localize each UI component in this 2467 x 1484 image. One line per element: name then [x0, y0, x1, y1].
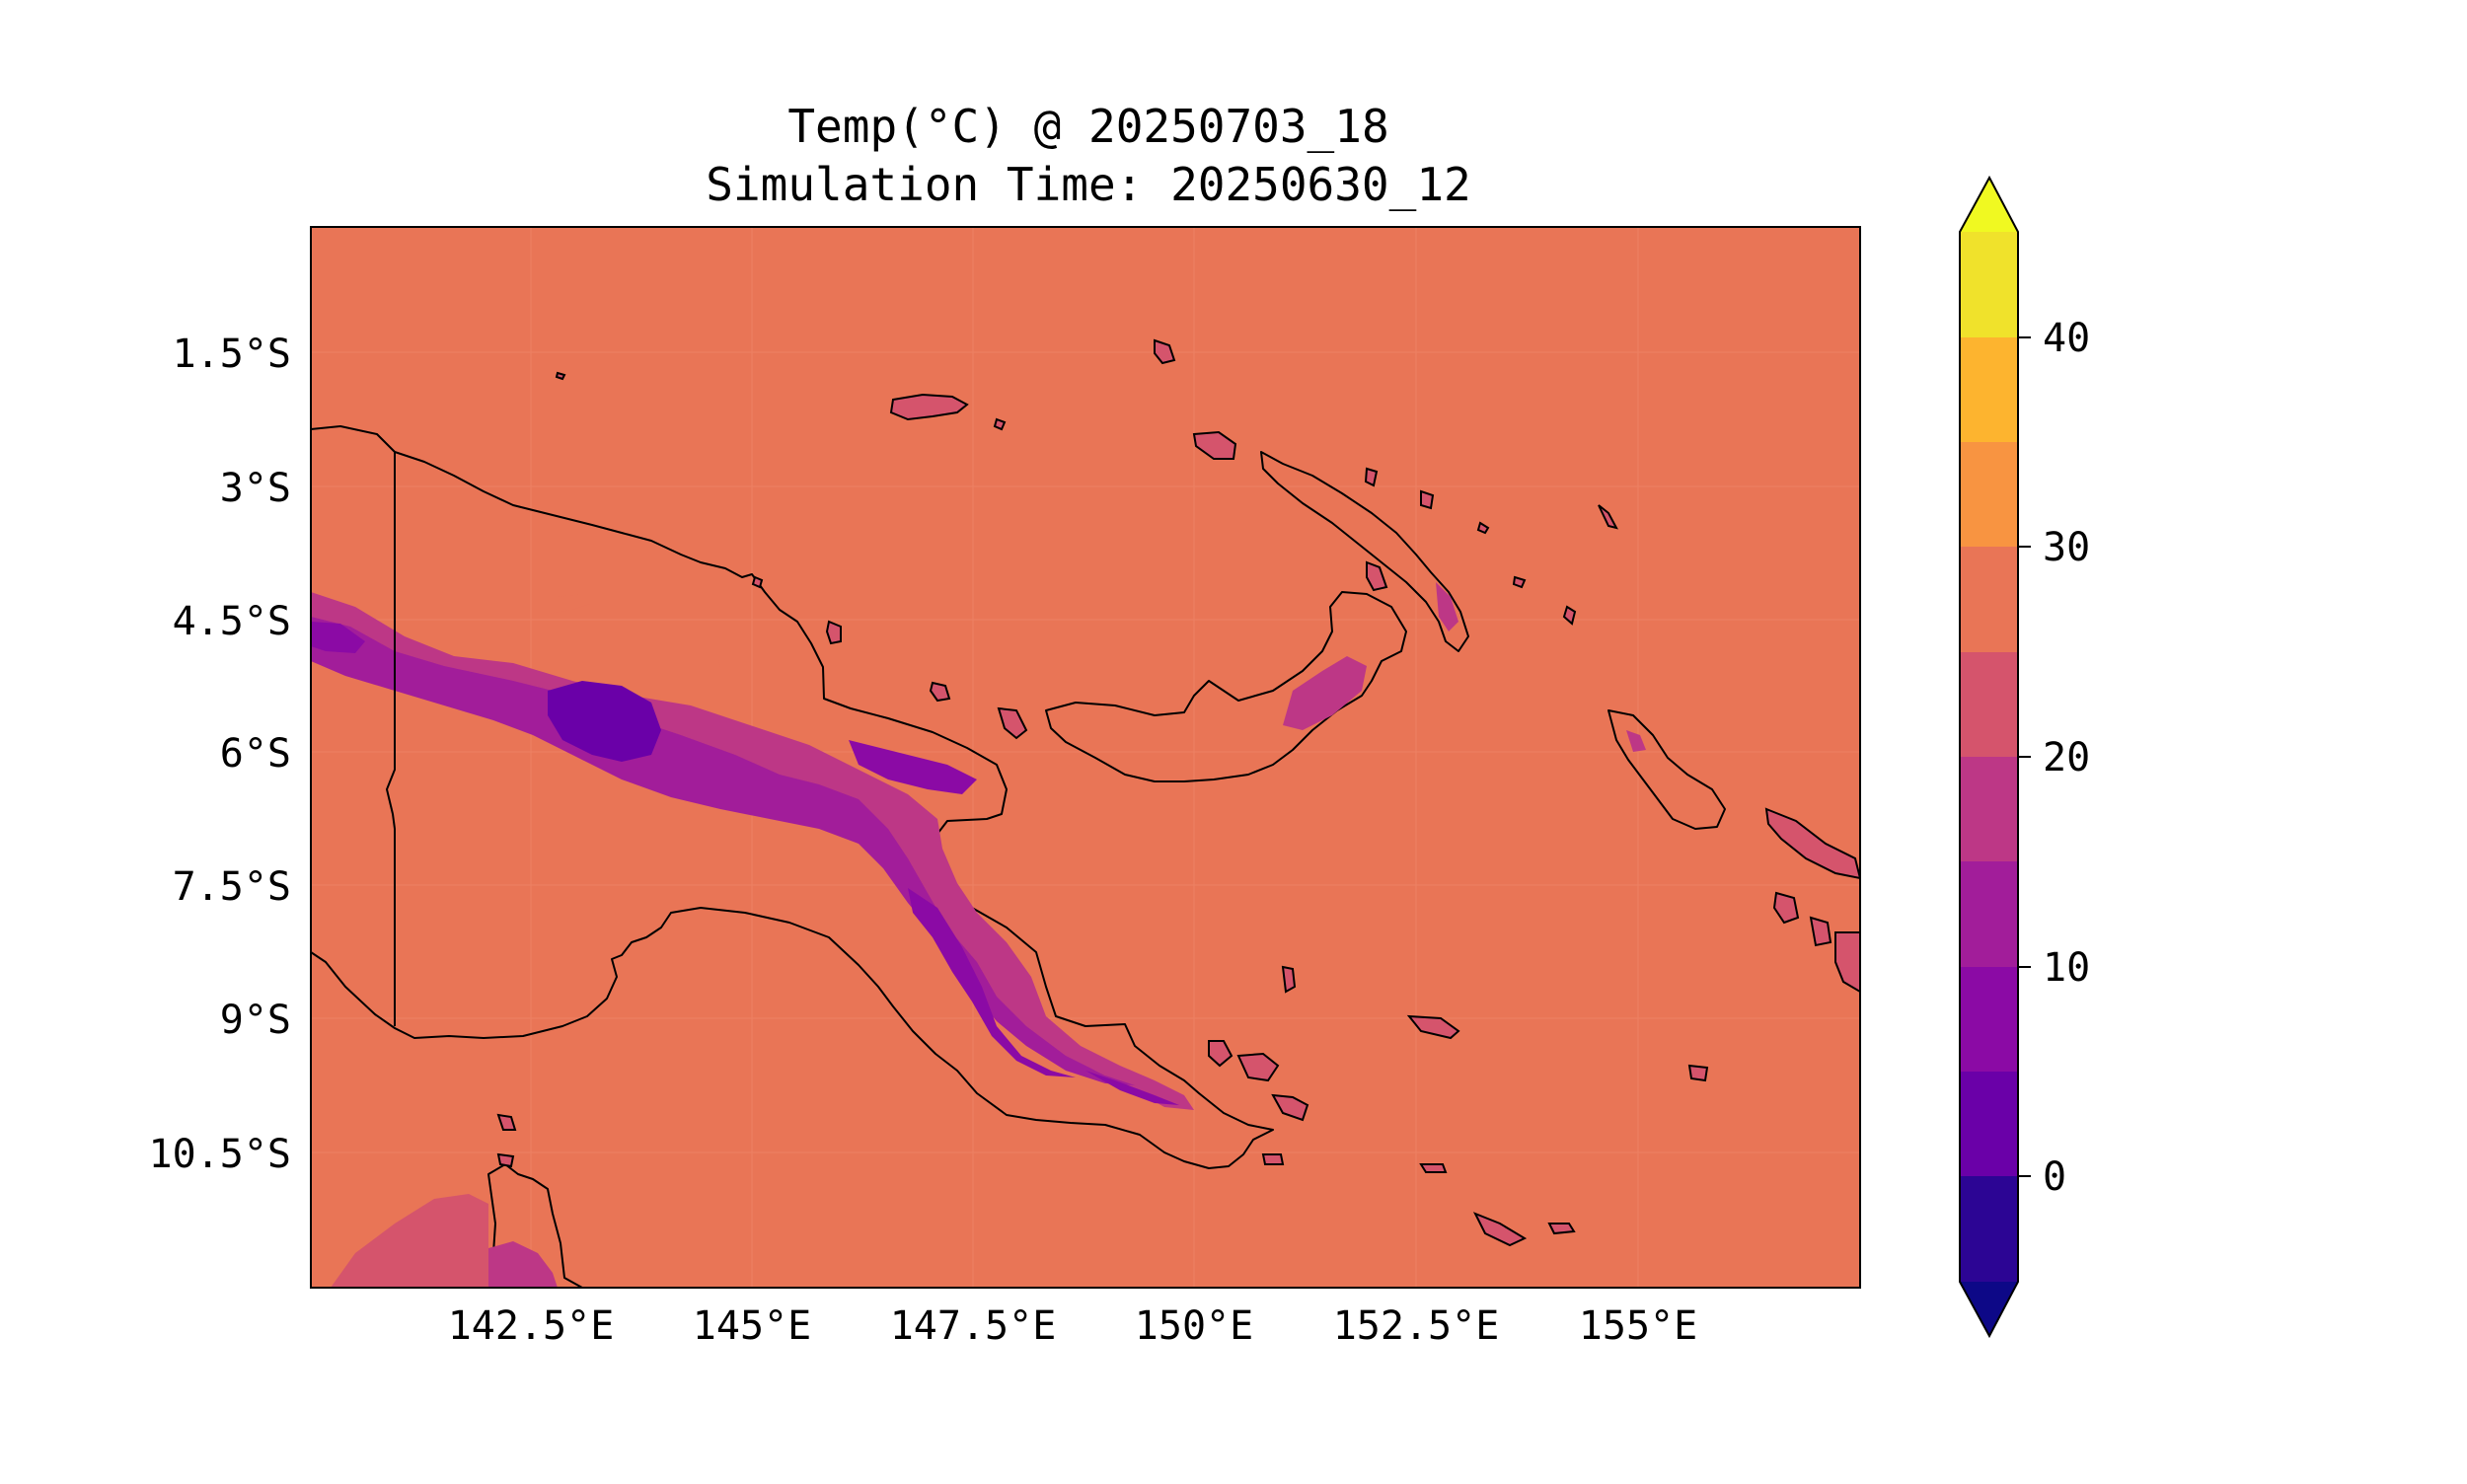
torres-islands-2	[496, 1152, 515, 1168]
solomon-island-4	[1834, 931, 1860, 994]
colorbar-tick-label: 20	[2043, 735, 2090, 780]
colorbar-tick-label: 10	[2043, 945, 2090, 991]
colorbar-min-extension	[1960, 1282, 2018, 1336]
manus-island	[889, 393, 969, 421]
highland-peaks	[548, 681, 661, 762]
x-tick-label: 145°E	[693, 1303, 811, 1349]
y-tick-label: 3°S	[220, 466, 291, 511]
colorbar-tick-label: 40	[2043, 316, 2090, 361]
warm-patch-2	[706, 659, 720, 667]
international-border	[386, 452, 396, 1026]
highland-peaks-far-east	[1085, 1071, 1179, 1105]
x-tick-label: 155°E	[1579, 1303, 1697, 1349]
colorbar-segment	[1960, 547, 2018, 653]
y-axis: 1.5°S 3°S 4.5°S 6°S 7.5°S 9°S 10.5°S	[149, 332, 292, 1177]
y-tick-label: 9°S	[220, 998, 291, 1043]
new-britain-highland	[1283, 656, 1367, 730]
lavongai-island	[1192, 430, 1237, 460]
small-island-12	[1261, 1153, 1285, 1165]
x-tick-label: 147.5°E	[890, 1303, 1057, 1349]
normanby-island	[1236, 1052, 1280, 1082]
colorbar-segment	[1960, 757, 2018, 862]
highland-core	[311, 617, 1135, 1085]
small-island-11	[1419, 1163, 1448, 1173]
x-tick-label: 142.5°E	[448, 1303, 615, 1349]
umboi-island	[997, 706, 1028, 740]
colorbar-segment	[1960, 967, 2018, 1073]
highland-peaks-west	[311, 622, 365, 653]
karkar-island	[825, 620, 842, 645]
title-line-1: Temp(°C) @ 20250703_18	[787, 100, 1388, 153]
woodlark-island	[1406, 1014, 1460, 1040]
highland-peaks-south	[908, 888, 1076, 1077]
solomon-island-2	[1772, 891, 1800, 925]
solomon-island-5	[1687, 1064, 1709, 1082]
new-britain-island	[1045, 591, 1407, 782]
cape-york-highland	[488, 1241, 558, 1288]
long-island	[929, 681, 951, 703]
colorbar-ticks	[2018, 336, 2031, 1177]
solomon-island-3	[1809, 916, 1832, 947]
small-island-7	[1598, 504, 1618, 530]
map-frame	[310, 226, 1861, 1289]
colorbar-max-extension	[1960, 178, 2018, 232]
y-tick-label: 1.5°S	[173, 332, 291, 377]
tagula-island	[1547, 1223, 1576, 1235]
title-line-2: Simulation Time: 20250630_12	[706, 158, 1470, 211]
bougainville-highland	[1626, 730, 1646, 752]
torres-islands	[496, 1113, 517, 1131]
small-island-5	[1512, 575, 1527, 589]
colorbar-outline	[1959, 175, 2019, 1339]
solomon-island-1	[1764, 807, 1860, 880]
small-island-2	[1364, 467, 1379, 487]
new-ireland-island	[1260, 451, 1469, 652]
ferguson-island	[1208, 1040, 1234, 1068]
highland-peaks-east	[849, 740, 977, 794]
warm-patch-3	[997, 1085, 1007, 1091]
new-ireland-highland	[1436, 582, 1458, 631]
colorbar-segment	[1960, 652, 2018, 758]
colorbar-segment	[1960, 1176, 2018, 1282]
y-tick-label: 10.5°S	[149, 1132, 292, 1177]
trobriand-island	[1281, 965, 1297, 994]
small-island-8	[993, 417, 1007, 431]
colorbar-segment	[1960, 442, 2018, 548]
y-tick-label: 7.5°S	[173, 864, 291, 910]
mussau-island	[1154, 338, 1176, 365]
ocean-background	[311, 227, 1860, 1288]
colorbar-segment	[1960, 861, 2018, 968]
map-area	[311, 227, 1860, 1288]
misima-island	[1271, 1093, 1309, 1122]
colorbar-segment	[1960, 337, 2018, 443]
small-island-1	[1366, 560, 1388, 592]
colorbar-segment	[1960, 232, 2018, 338]
colorbar-tick-label: 30	[2043, 525, 2090, 570]
y-tick-label: 4.5°S	[173, 599, 291, 644]
small-island-10	[751, 575, 764, 589]
x-tick-label: 152.5°E	[1333, 1303, 1500, 1349]
small-island-9	[555, 371, 566, 381]
x-tick-label: 150°E	[1135, 1303, 1253, 1349]
new-guinea-mainland	[311, 425, 1274, 1169]
colorbar: 40 30 20 10 0	[1959, 175, 2090, 1339]
rossel-island	[1472, 1212, 1528, 1247]
warm-patch-1	[538, 594, 590, 614]
colorbar-segment	[1960, 1072, 2018, 1177]
australia-mainland-warm	[331, 1194, 488, 1288]
colorbar-tick-label: 0	[2043, 1154, 2066, 1200]
small-island-3	[1420, 489, 1435, 510]
bougainville-island	[1607, 709, 1726, 830]
small-island-4	[1476, 521, 1490, 535]
small-island-6	[1562, 605, 1577, 626]
x-axis: 142.5°E 145°E 147.5°E 150°E 152.5°E 155°…	[448, 1303, 1698, 1349]
y-tick-label: 6°S	[220, 731, 291, 777]
